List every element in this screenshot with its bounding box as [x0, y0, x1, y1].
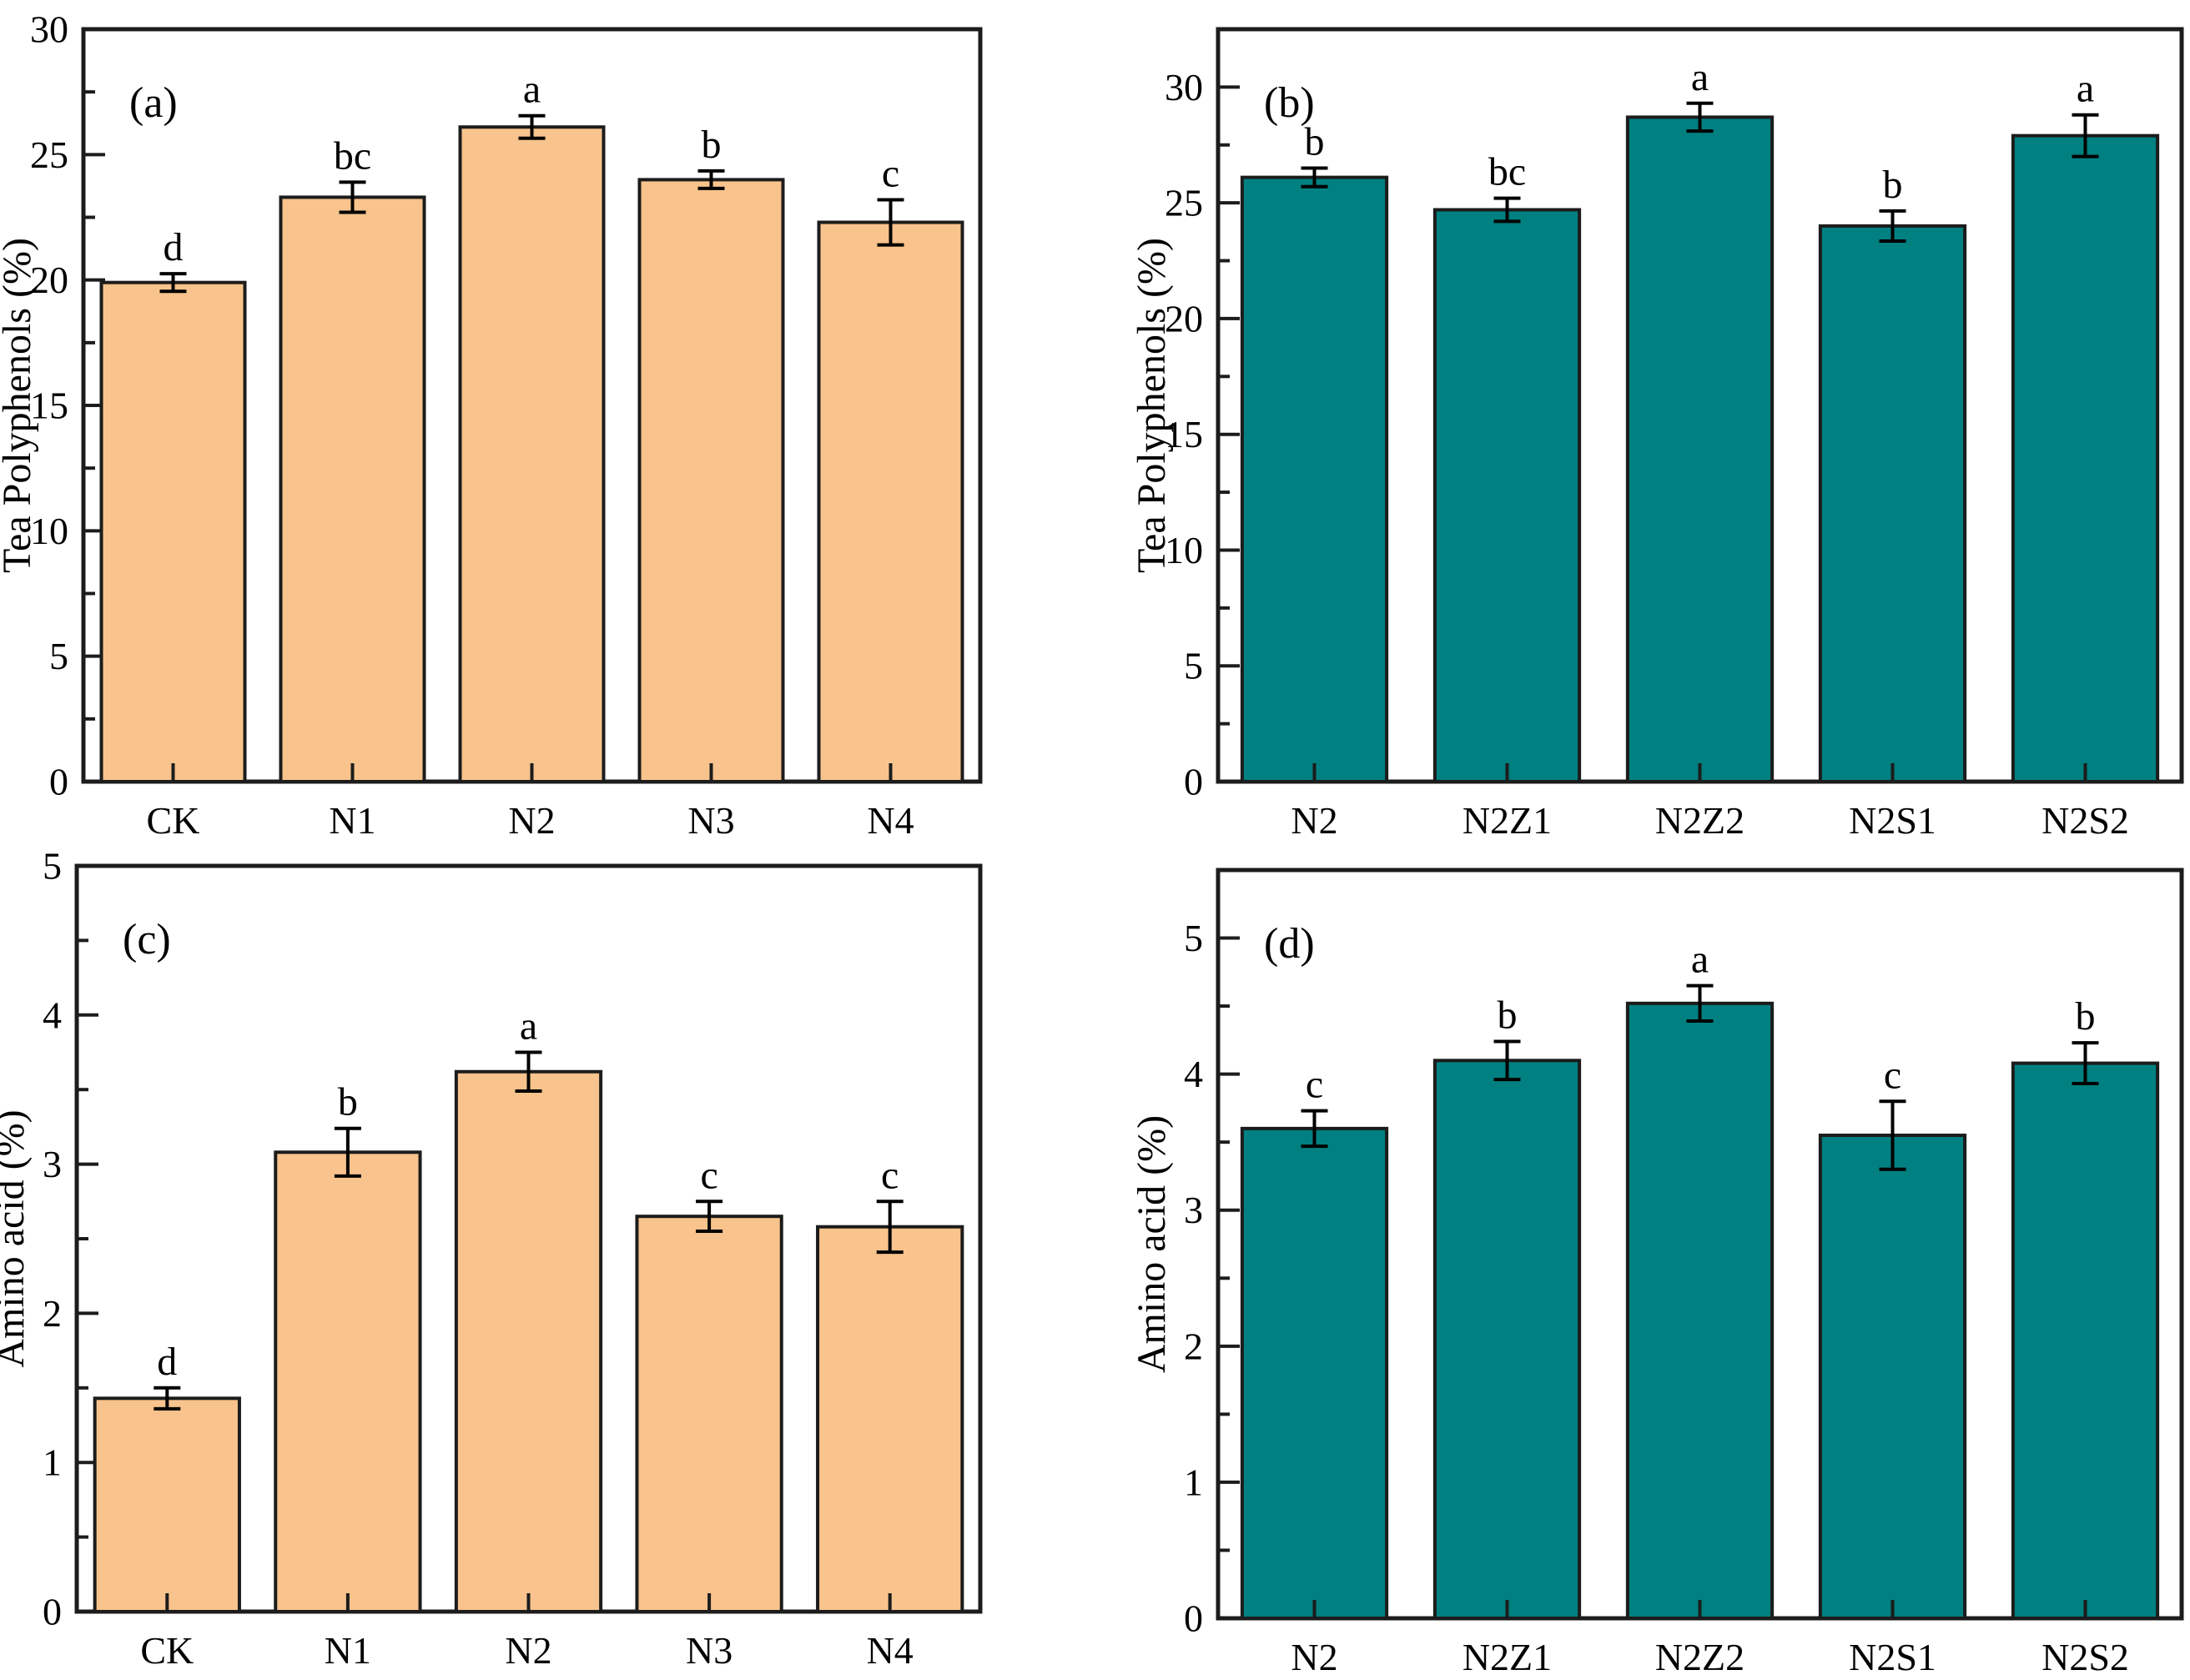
x-tick-label: CK: [140, 1629, 194, 1672]
y-tick-label: 1: [43, 1441, 62, 1484]
x-tick-label: N2Z1: [1463, 1636, 1552, 1678]
x-tick-label: N1: [329, 799, 375, 842]
bar-N1: [279, 195, 426, 784]
bar-N4: [816, 1225, 964, 1613]
bar-N2S1: [1818, 1134, 1967, 1620]
y-tick-label: 2: [43, 1292, 62, 1335]
y-tick-label: 0: [1184, 1597, 1203, 1640]
bar-N2: [1240, 1126, 1389, 1620]
panel-c-chart: 0 1 2 3 4 5 d CK b N1 a N2 c N3 c N4 (c) Amino acid (%): [0, 845, 983, 1672]
panel-a-chart: 0 5 10 15 20 25 30 d CK bc N1 a N2 b N3 c N4 (a) Tea Polyp…: [0, 8, 983, 842]
x-tick-label: N3: [687, 799, 734, 842]
significance-letter: a: [1691, 55, 1709, 99]
x-tick-label: N2Z2: [1655, 799, 1744, 842]
panel-b-chart: 0 5 10 15 20 25 30 b N2 bc N2Z1 a N2Z2 b N2S1 a N2S2 (b) T…: [1130, 27, 2184, 842]
y-tick-label: 30: [30, 8, 68, 51]
significance-letter: b: [1498, 993, 1518, 1037]
x-tick-label: N2Z1: [1463, 799, 1552, 842]
significance-letter: a: [1691, 938, 1709, 982]
y-tick-label: 5: [1184, 645, 1203, 687]
x-tick-label: N2: [508, 799, 555, 842]
significance-letter: c: [1884, 1053, 1901, 1097]
y-tick-label: 0: [43, 1591, 62, 1633]
x-tick-label: N2S1: [1849, 799, 1936, 842]
y-tick-label: 25: [30, 133, 68, 176]
bar-N2S2: [2011, 133, 2160, 784]
y-tick-label: 0: [49, 761, 68, 803]
bar-N2: [454, 1069, 603, 1613]
x-tick-label: CK: [147, 799, 200, 842]
y-tick-label: 3: [1184, 1189, 1203, 1231]
y-tick-label: 10: [30, 510, 68, 552]
significance-letter: bc: [334, 133, 371, 178]
panel-letter: (b): [1264, 79, 1315, 127]
bar-N2Z2: [1625, 115, 1775, 784]
bar-N2Z2: [1625, 1001, 1775, 1620]
significance-letter: d: [164, 225, 184, 269]
y-tick-label: 4: [1184, 1053, 1203, 1095]
y-tick-label: 20: [30, 259, 68, 301]
significance-letter: b: [702, 123, 722, 167]
x-tick-label: N2Z2: [1655, 1636, 1744, 1678]
bar-N2: [458, 125, 606, 783]
y-tick-label: 4: [43, 993, 62, 1036]
y-tick-label: 15: [1165, 413, 1203, 455]
x-tick-label: N2: [505, 1629, 551, 1672]
y-axis-label: Amino acid (%): [0, 1109, 33, 1367]
x-tick-label: N1: [325, 1629, 371, 1672]
significance-letter: c: [881, 1153, 899, 1197]
y-tick-label: 3: [43, 1143, 62, 1185]
significance-letter: a: [520, 1004, 537, 1049]
bar-N3: [635, 1215, 783, 1613]
bar-N4: [817, 220, 964, 784]
significance-letter: b: [338, 1080, 358, 1124]
y-tick-label: 5: [43, 845, 62, 888]
y-axis-label: Amino acid (%): [1130, 1115, 1174, 1373]
x-tick-label: N2: [1291, 799, 1337, 842]
panel-letter: (a): [129, 79, 178, 127]
bar-N2S2: [2011, 1061, 2160, 1620]
x-tick-label: N4: [867, 1629, 914, 1672]
y-tick-label: 30: [1165, 66, 1203, 108]
significance-letter: a: [2077, 67, 2094, 111]
x-tick-label: N2S2: [2041, 799, 2129, 842]
significance-letter: b: [2076, 994, 2096, 1039]
bar-CK: [99, 280, 247, 783]
y-tick-label: 15: [30, 385, 68, 427]
bar-CK: [93, 1396, 241, 1613]
significance-letter: c: [1306, 1063, 1323, 1107]
y-tick-label: 5: [1184, 917, 1203, 959]
panel-d-chart: 0 1 2 3 4 5 c N2 b N2Z1 a N2Z2 c N2S1 b N2S2 (d) Amino ac…: [1130, 868, 2184, 1678]
x-tick-label: N4: [867, 799, 914, 842]
bar-N3: [637, 178, 785, 783]
panel-letter: (d): [1264, 920, 1315, 968]
y-tick-label: 1: [1184, 1461, 1203, 1503]
panel-letter: (c): [123, 916, 171, 963]
y-tick-label: 10: [1165, 529, 1203, 571]
y-tick-label: 0: [1184, 761, 1203, 803]
significance-letter: b: [1883, 163, 1903, 207]
significance-letter: d: [157, 1340, 177, 1384]
y-tick-label: 25: [1165, 182, 1203, 224]
y-axis-label: Tea Polyphenols (%): [1130, 238, 1174, 573]
bar-N2S1: [1818, 224, 1967, 783]
significance-letter: a: [523, 68, 541, 112]
bar-N2Z1: [1432, 1059, 1582, 1620]
significance-letter: bc: [1488, 150, 1526, 194]
significance-letter: c: [700, 1153, 717, 1197]
y-tick-label: 2: [1184, 1325, 1203, 1367]
y-tick-label: 5: [49, 635, 68, 677]
x-tick-label: N2: [1291, 1636, 1337, 1678]
y-tick-label: 20: [1165, 297, 1203, 340]
bar-N2: [1240, 175, 1389, 783]
significance-letter: c: [882, 151, 899, 195]
y-axis-label: Tea Polyphenols (%): [0, 238, 39, 573]
bar-N1: [274, 1150, 422, 1613]
x-tick-label: N3: [686, 1629, 733, 1672]
significance-letter: b: [1305, 120, 1325, 164]
bar-N2Z1: [1432, 208, 1582, 784]
x-tick-label: N2S1: [1849, 1636, 1936, 1678]
x-tick-label: N2S2: [2041, 1636, 2129, 1678]
